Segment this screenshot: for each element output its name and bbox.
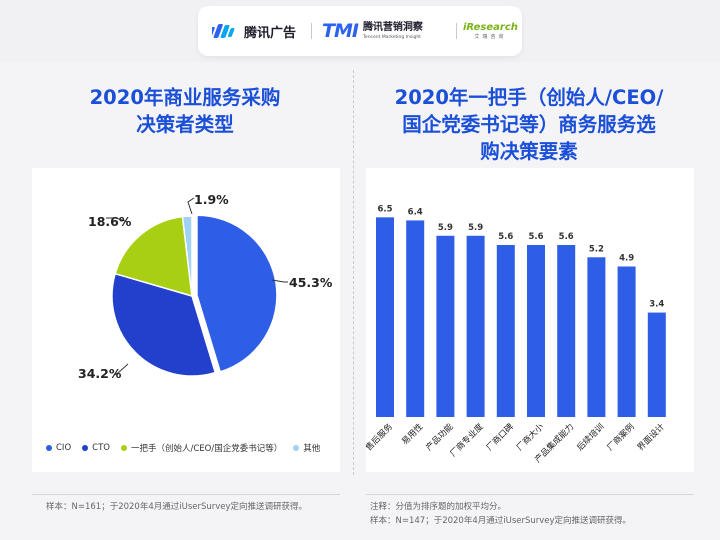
bar-category-label: 厂商案例: [605, 421, 637, 453]
bar-title-line: 国企党委书记等）商务服务选: [402, 113, 656, 136]
bar-category-label: 售后服务: [366, 421, 395, 453]
tencent-ads-text: 腾讯广告: [244, 25, 297, 41]
pie-legend: CIO CTO 一把手（创始人/CEO/国企党委书记等） 其他: [46, 442, 331, 454]
pie-label-cio: 45.3%: [289, 275, 333, 290]
pie-chart: [106, 197, 288, 377]
pie-leader-line-other: [187, 197, 195, 215]
bar-value-label: 4.9: [619, 254, 634, 264]
logo-strip: 腾讯广告 TMI 腾讯营销洞察 Tencent Marketing Insigh…: [198, 6, 522, 56]
bar-title-line: 2020年一把手（创始人/CEO/: [394, 86, 664, 109]
legend-swatch: [46, 445, 52, 451]
pie-leader-line-cto: [113, 363, 129, 376]
pie-leader-line-cio: [271, 279, 288, 283]
bar-value-label: 6.4: [408, 207, 423, 217]
panel-divider: [353, 70, 354, 475]
bar-value-label: 5.2: [589, 244, 604, 254]
bar: [557, 245, 576, 417]
tencent-ads-icon: [212, 24, 235, 38]
legend-item-cio: CIO: [46, 443, 71, 453]
right-note-rule: [366, 494, 694, 495]
tencent-ads-logo: 腾讯广告: [212, 6, 296, 56]
left-sample-note: 样本：N=161；于2020年4月通过iUserSurvey定向推送调研获得。: [46, 502, 308, 512]
pie-label-cto: 34.2%: [78, 366, 122, 381]
legend-swatch: [82, 445, 89, 451]
legend-label: 一把手（创始人/CEO/国企党委书记等）: [130, 444, 283, 454]
tmi-mark: TMI: [322, 20, 359, 42]
left-note-rule: [32, 494, 340, 495]
bar-title-line: 购决策要素: [480, 140, 578, 163]
bar-value-label: 5.6: [498, 232, 513, 242]
bar-value-label: 5.6: [559, 232, 574, 242]
iresearch-logo: iResearch 艾瑞咨询: [463, 6, 518, 56]
pie-title-line: 2020年商业服务采购: [89, 86, 281, 109]
bar: [466, 235, 485, 417]
bar: [527, 245, 545, 417]
bar-category-label: 易用性: [399, 421, 425, 447]
bar: [496, 245, 515, 417]
bar: [436, 235, 455, 417]
bar: [376, 217, 394, 417]
header-bar: 腾讯广告 TMI 腾讯营销洞察 Tencent Marketing Insigh…: [0, 0, 720, 62]
legend-item-other: 其他: [293, 442, 320, 454]
bar-chart-title: 2020年一把手（创始人/CEO/ 国企党委书记等）商务服务选 购决策要素: [362, 84, 696, 165]
pie-slice-ceo: [114, 215, 193, 298]
bar-category-label: 后续培训: [575, 421, 607, 453]
logo-separator: [311, 23, 312, 39]
pie-slice-cio: [196, 214, 278, 373]
right-sample-note: 样本：N=147；于2020年4月通过iUserSurvey定向推送调研获得。: [370, 516, 632, 526]
bar-category-label: 界面设计: [635, 421, 667, 453]
bar-value-label: 3.4: [649, 300, 664, 310]
bar: [647, 312, 666, 417]
pie-label-other: 1.9%: [194, 192, 229, 207]
logo-separator: [456, 23, 457, 39]
legend-item-ceo: 一把手（创始人/CEO/国企党委书记等）: [120, 442, 283, 454]
legend-item-cto: CTO: [82, 443, 110, 453]
pie-slice-other: [181, 215, 193, 297]
bar-chart-panel: 6.5 售后服务 6.4 易用性 5.9 产品功能 5.9 厂商专业度 5.6 厂商口碑 5.6 厂商…: [366, 168, 694, 472]
pie-label-ceo: 18.6%: [88, 214, 132, 229]
right-annotation-note: 注释：分值为排序题的加权平均分。: [370, 502, 507, 512]
tmi-cn-text: 腾讯营销洞察: [362, 21, 423, 33]
bar: [587, 257, 606, 417]
bar-category-label: 厂商专业度: [448, 421, 486, 459]
tmi-logo: TMI 腾讯营销洞察 Tencent Marketing Insight: [322, 6, 423, 56]
tmi-en-text: Tencent Marketing Insight: [362, 34, 421, 40]
bar: [406, 220, 425, 417]
bar-value-label: 5.6: [528, 232, 543, 242]
pie-chart-panel: [32, 168, 340, 472]
legend-swatch: [120, 445, 127, 451]
iresearch-en-text: iResearch: [463, 21, 518, 33]
bar-value-label: 5.9: [468, 223, 483, 233]
bar-value-label: 5.9: [438, 223, 453, 233]
bar-value-label: 6.5: [377, 204, 392, 214]
legend-label: CIO: [56, 443, 72, 453]
bar: [617, 266, 636, 417]
iresearch-cn-text: 艾瑞咨询: [474, 33, 507, 40]
legend-label: 其他: [303, 444, 321, 454]
pie-chart-title: 2020年商业服务采购 决策者类型: [40, 84, 330, 138]
legend-label: CTO: [92, 443, 110, 453]
bar-category-label: 厂商口碑: [484, 421, 516, 453]
pie-title-line: 决策者类型: [136, 113, 234, 136]
legend-swatch: [293, 445, 300, 451]
pie-leader-line-ceo: [106, 217, 129, 223]
bar-chart: 6.5售后服务6.4易用性5.9产品功能5.9厂商专业度5.6厂商口碑5.6厂商…: [366, 204, 667, 465]
pie-slice-cto: [111, 272, 217, 377]
